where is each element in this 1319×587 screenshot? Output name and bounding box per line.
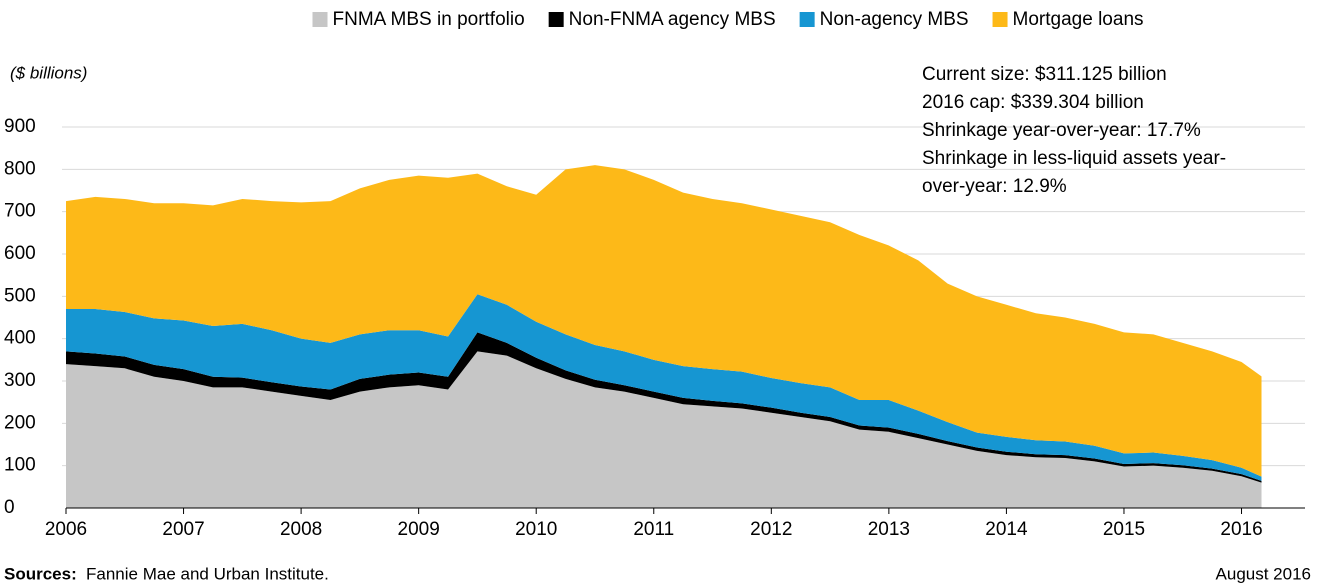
legend-label: FNMA MBS in portfolio <box>332 9 524 30</box>
source: Fannie Mae and Urban Institute. <box>86 564 329 583</box>
x-tick-label: 2015 <box>1103 519 1145 540</box>
overlay: 2006 2007 2008 2009 2010 2011 2012 2013 2014 2015… <box>45 9 1305 540</box>
annotation: Current size: $311.125 billion <box>922 64 1167 85</box>
x-tick-label: 2014 <box>985 519 1028 540</box>
y-axis-label: ($ billions) <box>10 63 87 82</box>
legend-swatch <box>799 12 815 27</box>
area <box>66 351 1262 508</box>
x-tick-label: 2016 <box>1220 519 1262 540</box>
plot <box>62 126 1305 508</box>
annotation: Shrinkage year-over-year: 17.7% <box>922 120 1201 141</box>
annotation: 2016 cap: $339.304 billion <box>922 92 1144 113</box>
y-tick-label: 600 <box>4 243 36 264</box>
y-tick-label: 800 <box>4 158 36 179</box>
x-tick-label: 2006 <box>45 519 87 540</box>
area <box>66 294 1262 481</box>
x-tick-label: 2009 <box>398 519 440 540</box>
x-tick-label: 2007 <box>162 519 204 540</box>
annotation: over-year: 12.9% <box>922 176 1067 197</box>
legend-label: Non-agency MBS <box>820 9 969 30</box>
y-tick-label: 300 <box>4 370 36 391</box>
x-tick-label: 2008 <box>280 519 322 540</box>
y-tick-label: 400 <box>4 328 36 349</box>
y-tick-label: 500 <box>4 285 36 306</box>
y-tick-label: 900 <box>4 116 36 137</box>
y-tick-label: 200 <box>4 412 36 433</box>
date: August 2016 <box>1216 564 1311 583</box>
x-tick-label: 2011 <box>633 519 674 540</box>
x-tick-label: 2012 <box>750 519 792 540</box>
legend-swatch <box>992 12 1008 27</box>
x-tick-label: 2010 <box>515 519 557 540</box>
source-label: Sources: <box>4 564 77 583</box>
y-tick-label: 100 <box>4 455 36 476</box>
legend-swatch <box>312 12 328 27</box>
legend: FNMA MBS in portfolio Non-FNMA agency MBS… <box>312 9 1144 30</box>
legend-swatch <box>548 12 564 27</box>
x-tick-label: 2013 <box>868 519 910 540</box>
legend-label: Mortgage loans <box>1013 9 1144 30</box>
annotation: Shrinkage in less-liquid assets year- <box>922 148 1226 169</box>
legend-label: Non-FNMA agency MBS <box>569 9 776 30</box>
y-tick-label: 0 <box>4 497 15 518</box>
area <box>66 332 1262 483</box>
area <box>66 165 1262 477</box>
y-tick-label: 700 <box>4 201 36 222</box>
